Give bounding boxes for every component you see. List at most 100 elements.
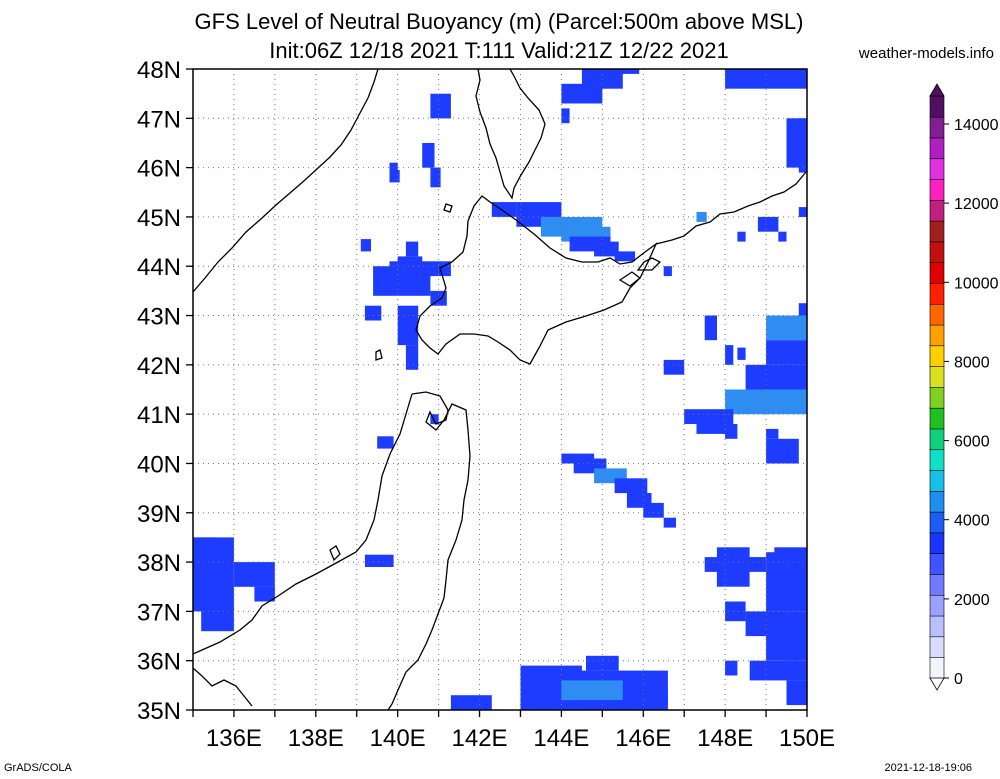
- colorbar-label: 4000: [954, 513, 990, 530]
- y-tick-label: 43N: [137, 304, 181, 331]
- field-patch: [614, 478, 648, 494]
- colorbar-top-arrow: [929, 83, 945, 97]
- chart-title-line1: GFS Level of Neutral Buoyancy (m) (Parce…: [194, 9, 804, 34]
- x-tick-label: 136E: [206, 725, 262, 752]
- colorbar-segment: [929, 365, 945, 388]
- field-patch: [786, 680, 807, 706]
- chart-title-line2: Init:06Z 12/18 2021 T:111 Valid:21Z 12/2…: [269, 38, 729, 63]
- colorbar-segment: [929, 407, 945, 430]
- y-tick-label: 35N: [137, 698, 181, 725]
- field-patch: [725, 69, 807, 89]
- field-patch: [725, 389, 807, 415]
- y-tick-label: 36N: [137, 649, 181, 676]
- field-patch: [643, 690, 668, 706]
- colorbar-segment: [929, 552, 945, 575]
- buoyancy-field: [193, 69, 807, 710]
- colorbar-segment: [929, 490, 945, 513]
- field-patch: [798, 118, 807, 129]
- field-patch: [704, 557, 717, 572]
- footer-right-label: 2021-12-18-19:06: [884, 762, 972, 774]
- colorbar-segment: [929, 241, 945, 263]
- field-patch: [643, 502, 664, 518]
- y-tick-label: 48N: [137, 57, 181, 84]
- field-patch: [397, 256, 423, 267]
- field-patch: [254, 586, 275, 602]
- colorbar-segment: [929, 282, 945, 305]
- field-patch: [430, 167, 441, 188]
- field-patch: [725, 345, 734, 365]
- colorbar-segment: [929, 220, 945, 243]
- x-tick-label: 138E: [288, 725, 344, 752]
- colorbar-segment: [929, 636, 945, 658]
- x-tick-label: 150E: [779, 725, 835, 752]
- field-patch: [377, 436, 394, 449]
- field-patch: [360, 239, 371, 252]
- field-patch: [430, 414, 439, 425]
- colorbar-segment: [929, 261, 945, 284]
- colorbar: 0 2000 4000 6000 8000 10000 12000 14000: [929, 83, 999, 691]
- field-patch: [696, 419, 730, 434]
- field-patch: [491, 202, 517, 217]
- y-axis-labels: 35N 36N 37N 38N 39N 40N 41N 42N 43N 44N 45N 46N 47N 4…: [137, 57, 181, 725]
- field-patch: [364, 305, 382, 321]
- colorbar-segment: [929, 469, 945, 492]
- colorbar-label: 12000: [954, 196, 999, 213]
- field-patch: [422, 143, 435, 168]
- colorbar-label: 0: [954, 671, 963, 688]
- field-patch: [745, 69, 807, 74]
- field-patch: [397, 305, 419, 346]
- colorbar-segment: [929, 615, 945, 638]
- field-patch: [704, 315, 717, 341]
- field-patch: [610, 69, 640, 74]
- y-tick-label: 45N: [137, 205, 181, 232]
- footer-left-label: GrADS/COLA: [4, 762, 72, 774]
- field-patch: [778, 231, 787, 242]
- field-patch: [766, 428, 779, 439]
- colorbar-segment: [929, 95, 945, 118]
- colorbar-segment: [929, 137, 945, 160]
- field-patch: [663, 266, 672, 277]
- field-patch: [364, 554, 394, 567]
- field-patch: [737, 231, 746, 242]
- y-tick-label: 41N: [137, 402, 181, 429]
- colorbar-segment: [929, 116, 945, 139]
- colorbar-segment: [929, 303, 945, 326]
- colorbar-label: 6000: [954, 434, 990, 451]
- field-patch: [725, 601, 746, 622]
- x-tick-label: 148E: [697, 725, 753, 752]
- colorbar-label: 2000: [954, 592, 990, 609]
- field-patch: [561, 680, 623, 701]
- colorbar-segment: [929, 532, 945, 554]
- y-tick-label: 47N: [137, 106, 181, 133]
- field-patch: [745, 611, 787, 637]
- field-patch: [614, 251, 636, 262]
- colorbar-segment: [929, 656, 945, 679]
- field-patch: [233, 562, 275, 587]
- field-patch: [594, 241, 619, 257]
- field-patch: [430, 93, 451, 119]
- field-patch: [201, 606, 234, 632]
- field-patch: [405, 345, 419, 370]
- colorbar-segment: [929, 511, 945, 534]
- field-patch: [581, 69, 623, 89]
- y-tick-label: 44N: [137, 254, 181, 281]
- field-patch: [798, 157, 807, 173]
- colorbar-segment: [929, 594, 945, 617]
- x-tick-label: 140E: [370, 725, 426, 752]
- field-patch: [766, 438, 799, 464]
- field-patch: [389, 170, 400, 183]
- field-patch: [725, 424, 738, 439]
- field-patch: [786, 611, 807, 661]
- colorbar-label: 8000: [954, 354, 990, 371]
- x-axis-labels: 136E 138E 140E 142E 144E 146E 148E 150E: [206, 725, 835, 752]
- field-patch: [586, 655, 619, 671]
- colorbar-segment: [929, 428, 945, 451]
- field-patch: [193, 537, 218, 553]
- field-patch: [663, 517, 676, 528]
- field-patch: [786, 118, 807, 168]
- colorbar-bottom-arrow: [929, 677, 945, 691]
- field-patch: [725, 557, 766, 572]
- site-label: weather-models.info: [858, 45, 994, 62]
- colorbar-segment: [929, 199, 945, 222]
